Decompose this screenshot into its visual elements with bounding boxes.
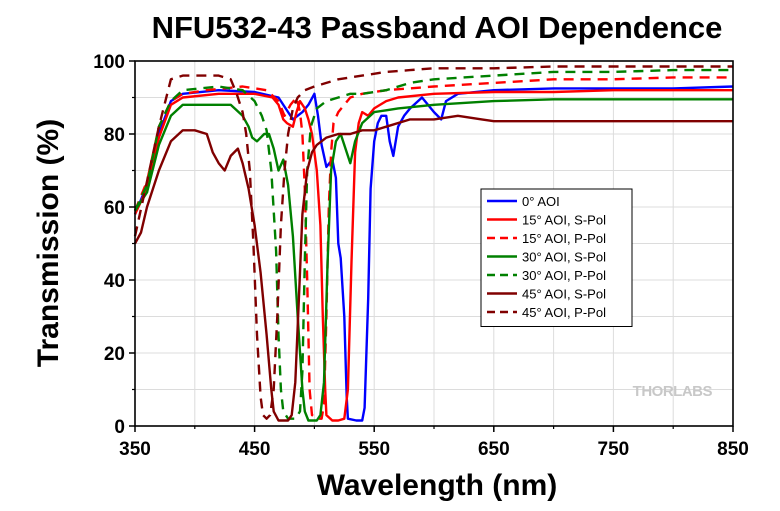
y-tick-label: 20 (104, 344, 125, 365)
series-line-4 (133, 68, 733, 420)
y-tick-label: 60 (104, 198, 125, 219)
x-tick-label: 450 (239, 439, 271, 460)
series-line-3 (133, 98, 733, 422)
x-tick-label: 650 (478, 439, 510, 460)
x-tick-label: 850 (717, 439, 749, 460)
x-axis-ticks: 350 450 550 650 750 850 (119, 426, 749, 460)
watermark-text: THORLABS (633, 383, 713, 400)
series-line-5 (133, 114, 733, 422)
x-axis-label: Wavelength (nm) (317, 469, 558, 502)
series-line-2 (133, 76, 733, 420)
y-axis-ticks: 0 20 40 60 80 100 (93, 52, 135, 438)
x-tick-label: 550 (358, 439, 390, 460)
legend-box (480, 188, 633, 327)
legend-label: 45° AOI, P-Pol (522, 305, 606, 320)
series-layer (133, 65, 734, 422)
series-line-1 (133, 89, 733, 422)
legend-label: 30° AOI, P-Pol (522, 268, 606, 283)
y-axis-label: Transmission (%) (32, 119, 65, 367)
legend-label: 45° AOI, S-Pol (522, 287, 606, 302)
watermark-logo: THORLABS (633, 383, 713, 400)
grid (135, 61, 733, 426)
y-tick-label: 100 (93, 52, 125, 73)
y-tick-label: 80 (104, 125, 125, 146)
legend-label: 15° AOI, S-Pol (522, 213, 606, 228)
legend-label: 15° AOI, P-Pol (522, 231, 606, 246)
legend-label: 0° AOI (522, 194, 560, 209)
x-tick-label: 750 (598, 439, 630, 460)
series-line-6 (133, 65, 733, 420)
legend: 0° AOI 15° AOI, S-Pol 15° AOI, P-Pol 30° AO… (480, 188, 633, 327)
series-line-0 (133, 85, 734, 422)
y-tick-label: 0 (114, 417, 125, 438)
y-tick-label: 40 (104, 271, 125, 292)
x-tick-label: 350 (119, 439, 151, 460)
chart-title: NFU532-43 Passband AOI Dependence (152, 10, 723, 45)
legend-label: 30° AOI, S-Pol (522, 250, 606, 265)
